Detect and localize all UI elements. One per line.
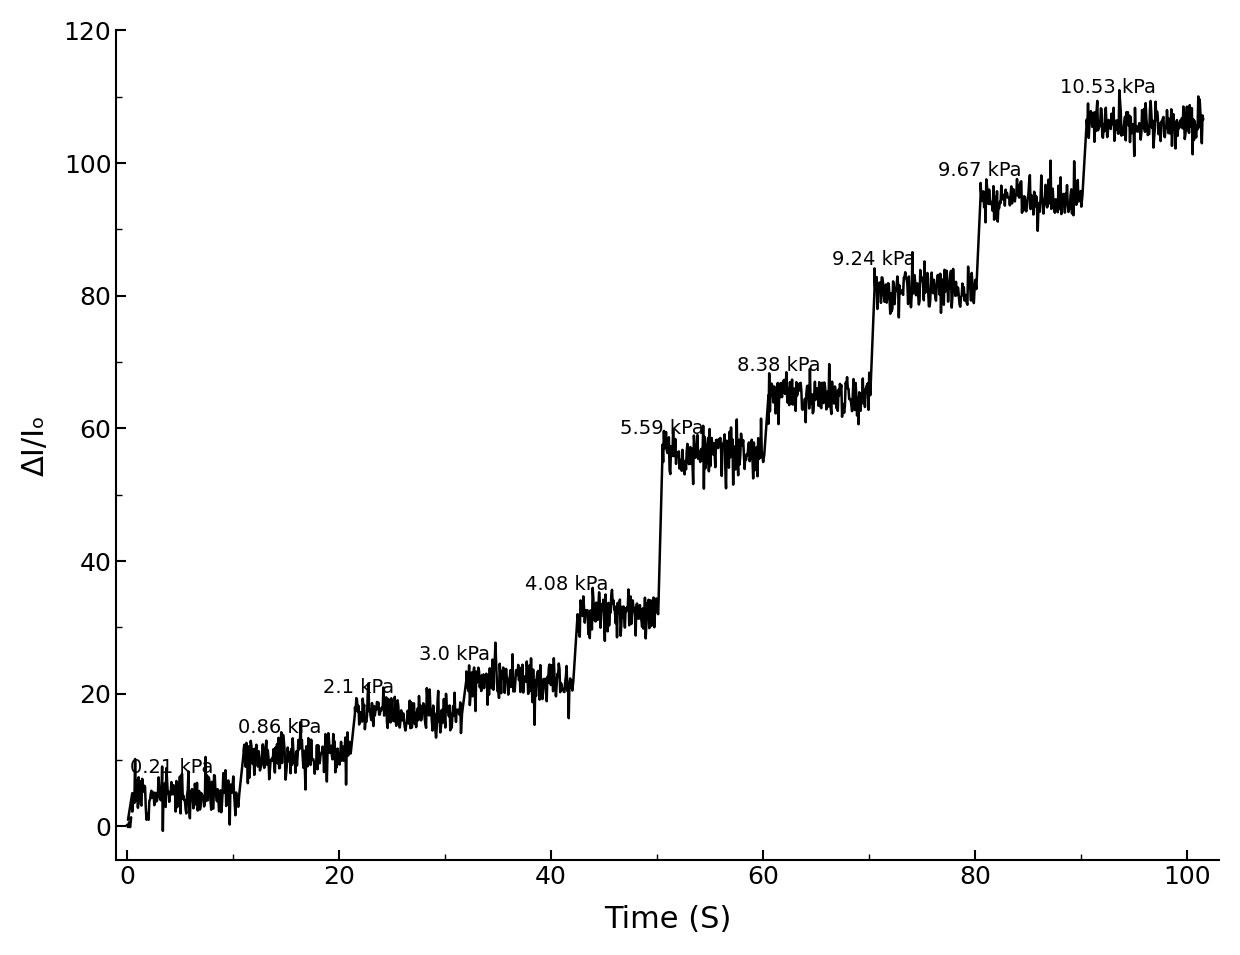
Text: 8.38 kPa: 8.38 kPa bbox=[737, 356, 820, 375]
Text: 9.67 kPa: 9.67 kPa bbox=[939, 160, 1022, 180]
Y-axis label: ΔI/Iₒ: ΔI/Iₒ bbox=[21, 414, 50, 476]
Text: 9.24 kPa: 9.24 kPa bbox=[832, 250, 915, 269]
Text: 4.08 kPa: 4.08 kPa bbox=[525, 575, 608, 594]
Text: 10.53 kPa: 10.53 kPa bbox=[1060, 77, 1156, 96]
Text: 0.86 kPa: 0.86 kPa bbox=[238, 718, 321, 737]
Text: 2.1 kPa: 2.1 kPa bbox=[324, 678, 394, 697]
Text: 5.59 kPa: 5.59 kPa bbox=[620, 419, 704, 438]
Text: 3.0 kPa: 3.0 kPa bbox=[419, 645, 490, 664]
X-axis label: Time (S): Time (S) bbox=[604, 905, 732, 934]
Text: 0.21 kPa: 0.21 kPa bbox=[130, 757, 213, 776]
